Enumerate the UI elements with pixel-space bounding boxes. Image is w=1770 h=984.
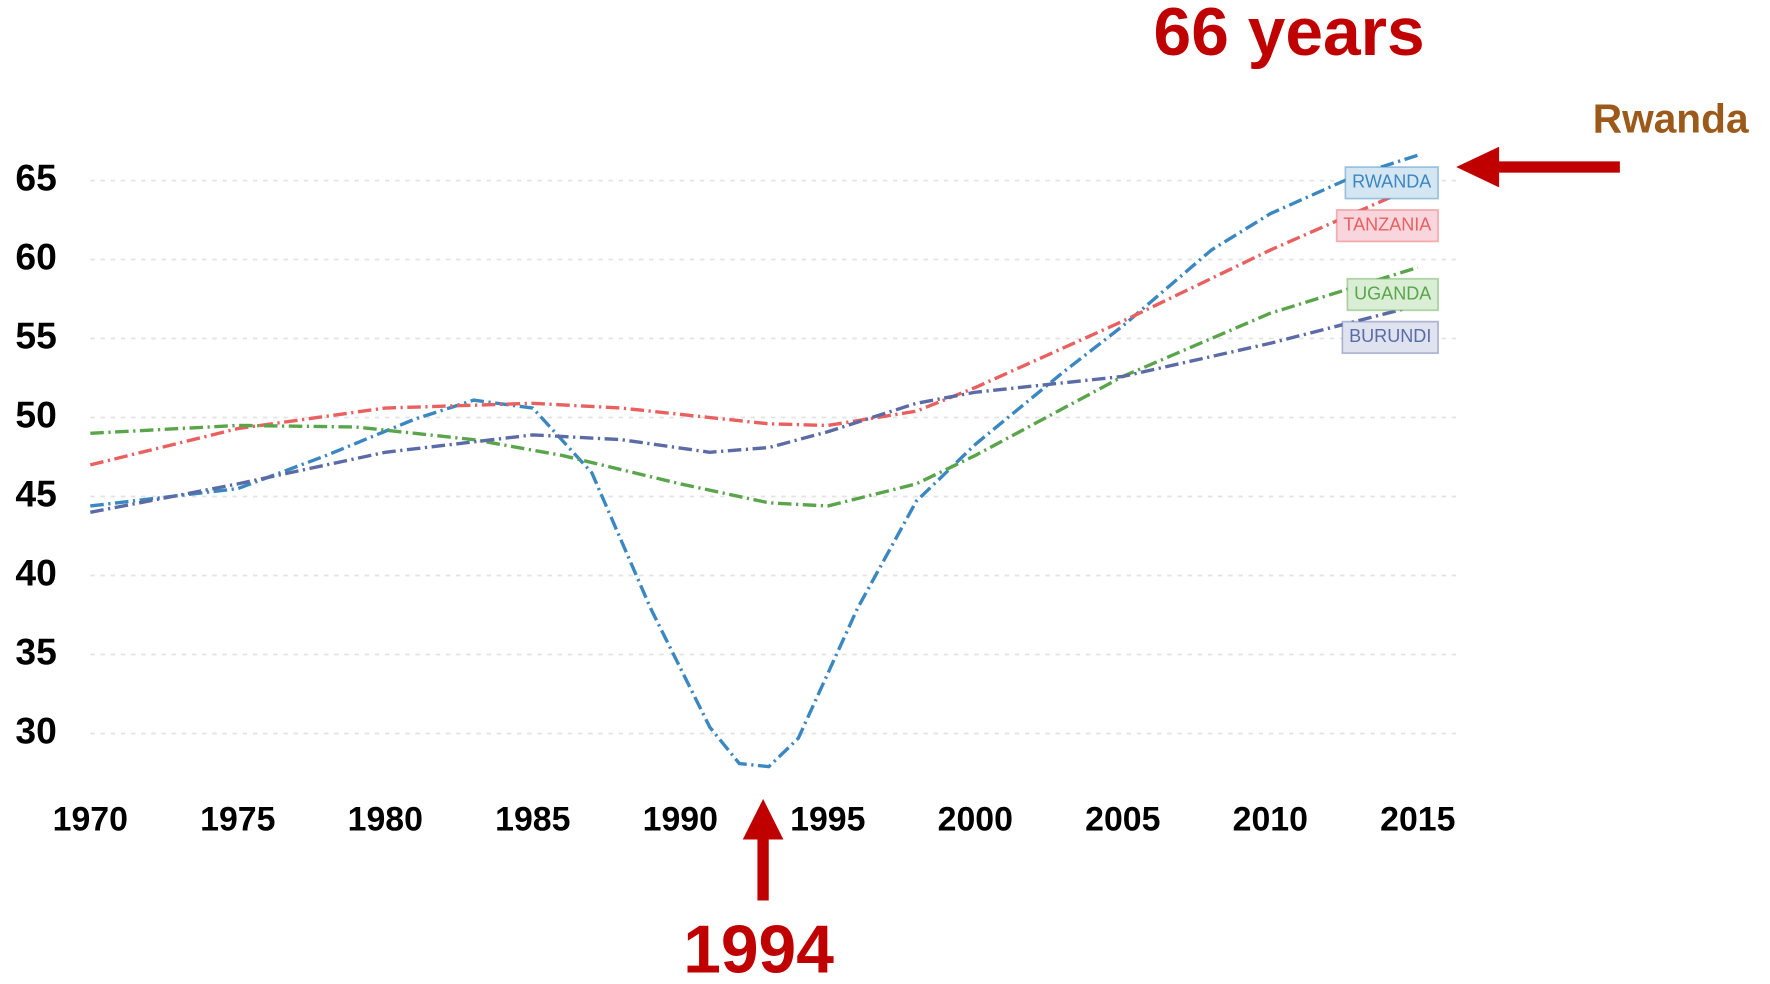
x-tick-label: 1985 (495, 800, 570, 838)
y-tick-label: 60 (15, 235, 56, 277)
x-tick-label: 2005 (1085, 800, 1160, 838)
legend-label: UGANDA (1354, 283, 1431, 303)
legend-box (1344, 166, 1439, 200)
x-tick-label: 1990 (643, 800, 718, 838)
legend-box (1341, 320, 1439, 355)
x-tick-label: 2000 (938, 800, 1013, 838)
lines (89, 153, 1419, 769)
x-tick-label: 1975 (200, 800, 275, 838)
y-tick-label: 50 (15, 393, 56, 435)
legend-item: BURUNDI (1341, 320, 1439, 355)
y-tick-label: 40 (15, 551, 56, 593)
y-tick-label: 45 (15, 472, 56, 514)
y-tick-label: 55 (15, 314, 56, 356)
y-tick-label: 35 (15, 630, 56, 672)
series-line (89, 183, 1419, 467)
grid: 30 35 40 45 50 55 60 65 1970 1975 1980 1985 1990 1995… (15, 156, 1462, 838)
x-tick-label: 1995 (790, 800, 865, 838)
y-tick-label: 65 (15, 156, 56, 198)
legend-item: RWANDA (1344, 166, 1439, 200)
legend-label: TANZANIA (1343, 214, 1431, 234)
x-tick-label: 1970 (53, 800, 128, 838)
x-tick-label: 1980 (348, 800, 423, 838)
x-tick-label: 2010 (1233, 800, 1308, 838)
x-tick-label: 2015 (1380, 800, 1455, 838)
arrow (1456, 146, 1620, 188)
y-tick-label: 30 (15, 709, 56, 751)
legend-box (1335, 209, 1439, 243)
series-line (89, 303, 1419, 514)
legend-item: UGANDA (1346, 277, 1439, 312)
series-line (90, 153, 1419, 769)
legend-label: RWANDA (1352, 172, 1431, 192)
legend-label: BURUNDI (1349, 326, 1431, 346)
annotation: Rwanda (1593, 96, 1749, 142)
legend-box (1346, 277, 1439, 312)
annotation: 66 years (1154, 0, 1425, 70)
annotation: 1994 (683, 913, 834, 984)
legend-item: TANZANIA (1335, 209, 1439, 243)
labels: RWANDA TANZANIA UGANDA BURUNDI (1335, 166, 1439, 355)
arrow (742, 798, 784, 901)
